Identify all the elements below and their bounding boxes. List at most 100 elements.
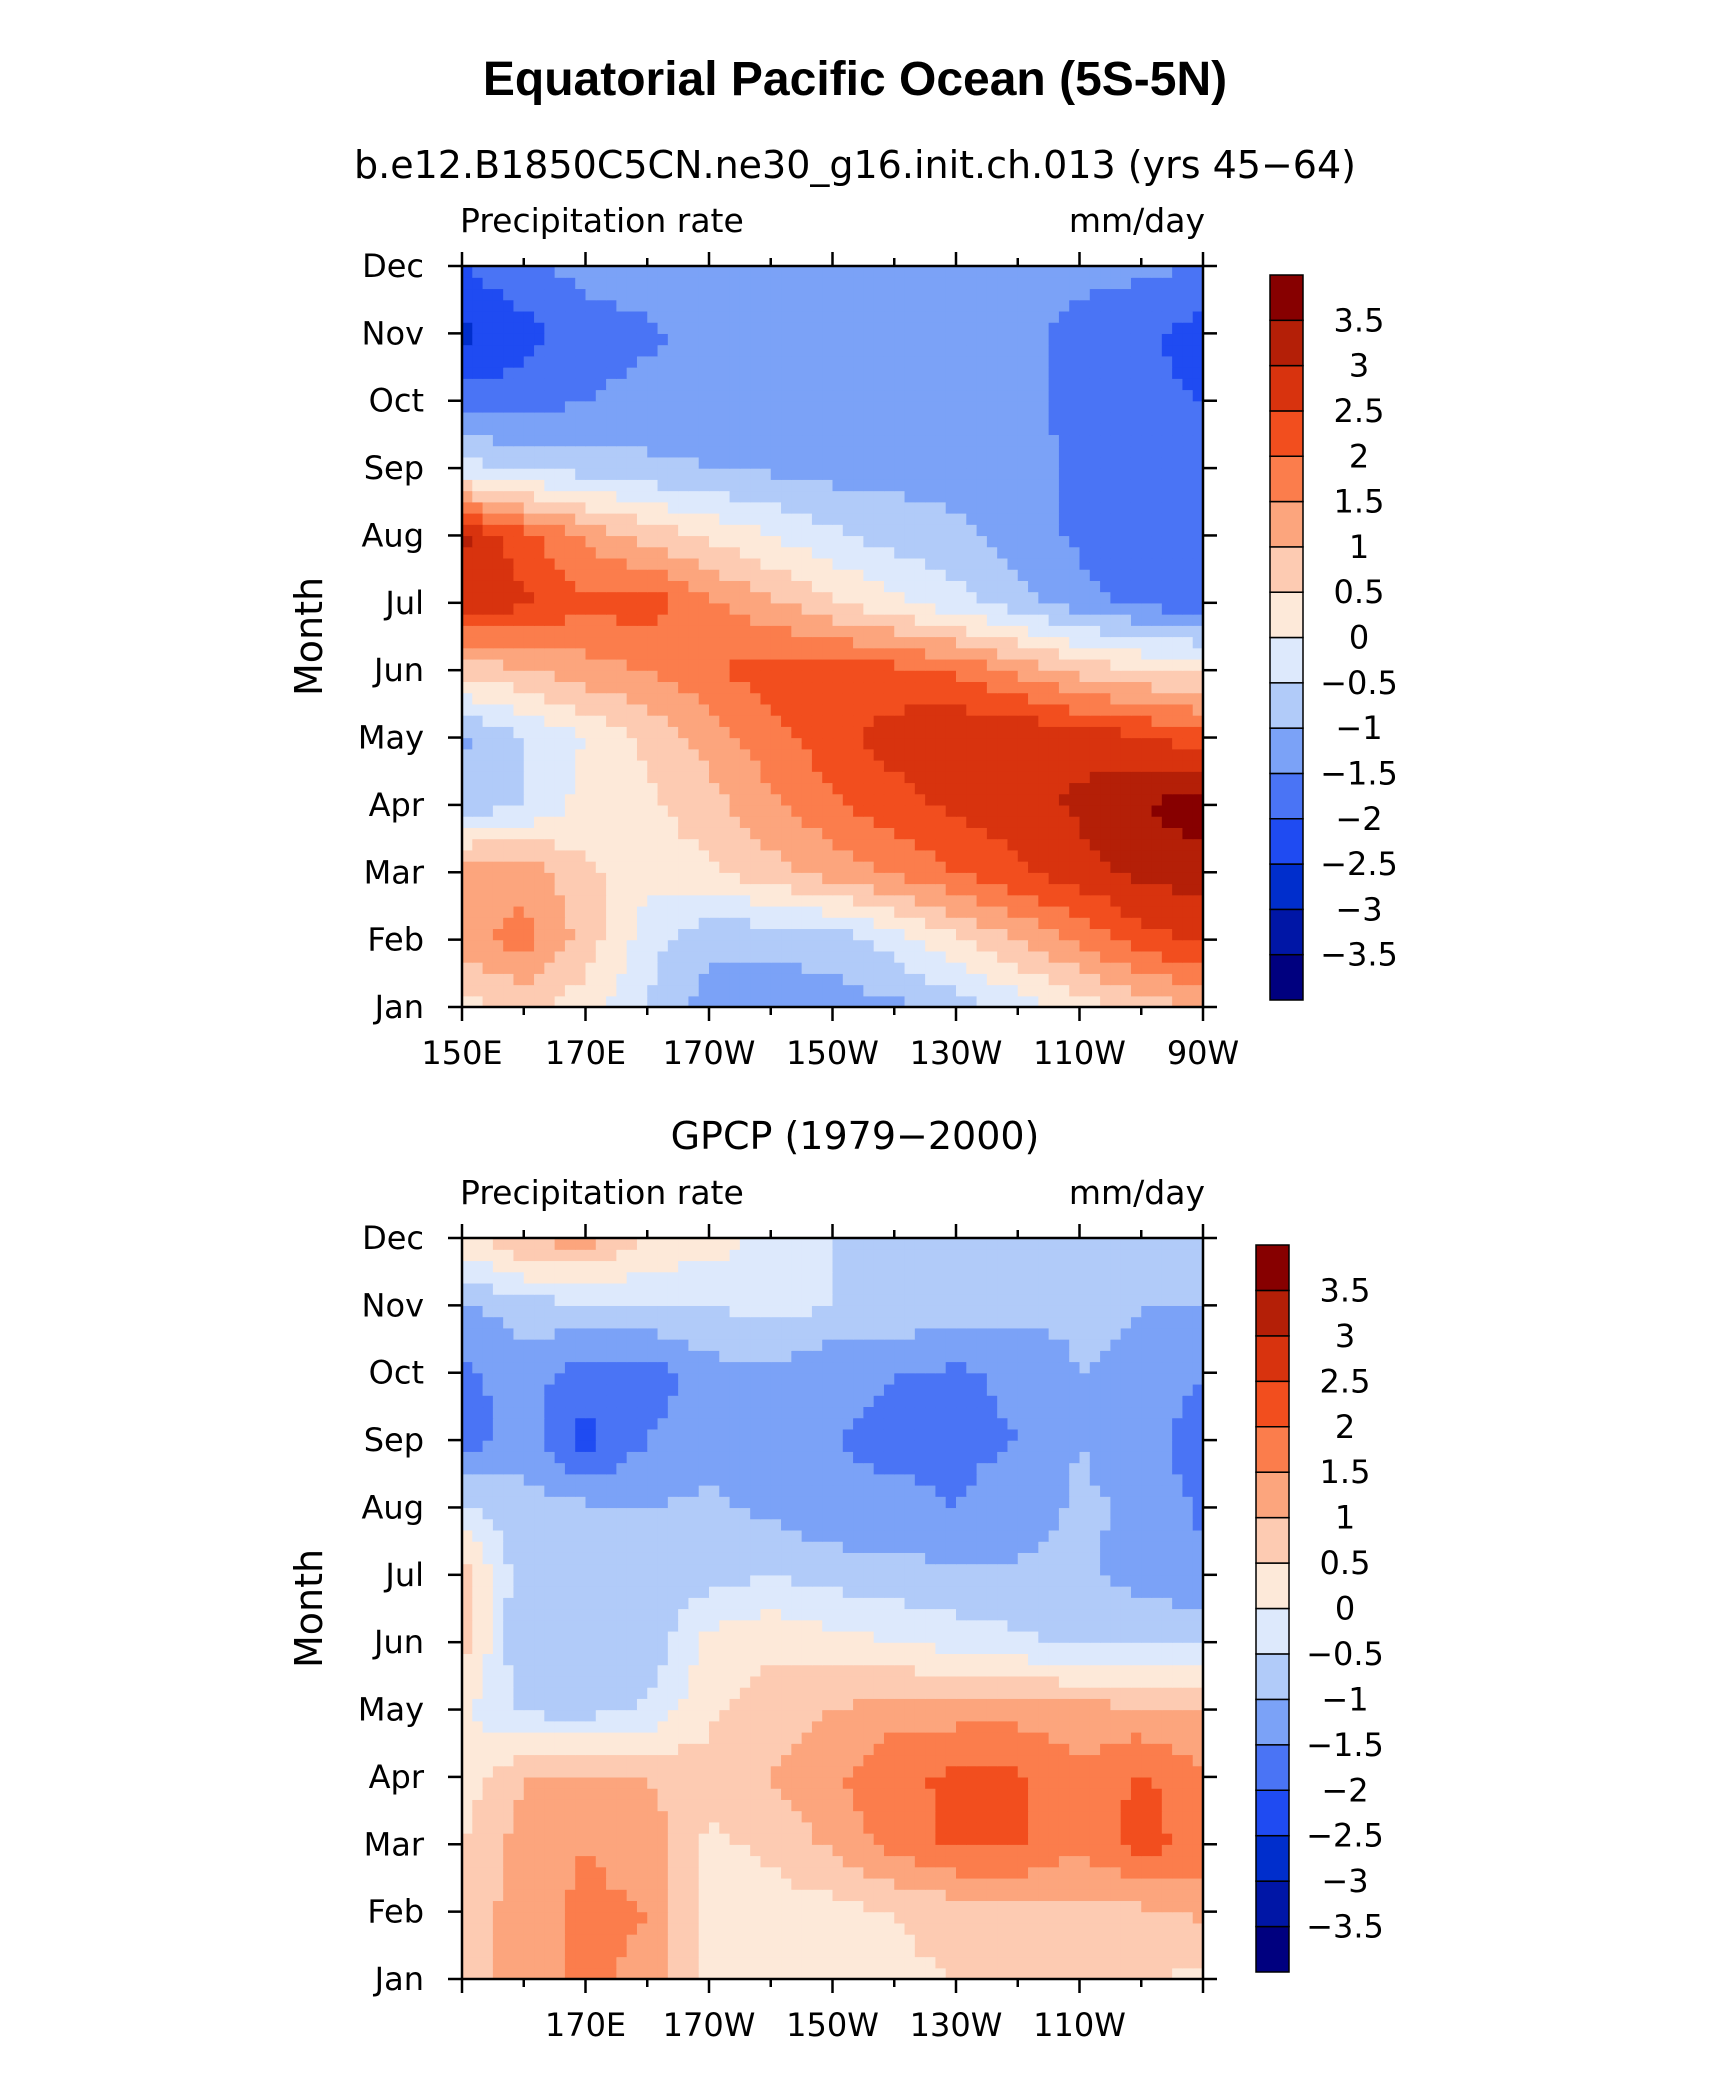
contour-cell: [863, 939, 875, 952]
contour-cell: [997, 524, 1009, 537]
contour-cell: [544, 355, 556, 368]
contour-cell: [883, 389, 895, 402]
contour-cell: [945, 400, 957, 413]
contour-cell: [894, 389, 906, 402]
contour-cell: [709, 456, 720, 469]
contour-cell: [595, 827, 607, 840]
contour-cell: [564, 367, 576, 379]
contour-cell: [513, 995, 525, 1007]
contour-cell: [914, 793, 926, 806]
contour-cell: [1079, 917, 1091, 930]
contour-cell: [606, 400, 617, 413]
contour-cell: [863, 479, 875, 492]
contour-cell: [863, 984, 875, 997]
contour-cell: [935, 1967, 947, 1979]
contour-cell: [667, 703, 679, 716]
contour-cell: [1007, 950, 1019, 963]
contour-cell: [956, 681, 967, 694]
contour-cell: [554, 670, 566, 683]
contour-cell: [739, 355, 751, 368]
contour-cell: [1100, 782, 1111, 795]
contour-cell: [956, 602, 967, 615]
contour-cell: [503, 995, 515, 1007]
contour-cell: [1172, 950, 1184, 963]
contour-cell: [1028, 838, 1039, 851]
contour-cell: [626, 715, 638, 727]
contour-cell: [719, 524, 731, 537]
contour-cell: [472, 344, 484, 357]
contour-cell: [554, 557, 566, 570]
contour-cell: [925, 962, 937, 974]
contour-cell: [472, 569, 484, 581]
contour-cell: [770, 490, 782, 503]
contour-cell: [1058, 277, 1070, 290]
contour-cell: [606, 917, 617, 930]
contour-cell: [1028, 310, 1039, 323]
contour-cell: [791, 760, 803, 772]
contour-cell: [492, 670, 504, 683]
contour-cell: [1089, 748, 1101, 761]
contour-cell: [945, 434, 957, 447]
contour-cell: [585, 726, 597, 739]
contour-cell: [472, 804, 484, 817]
contour-cell: [853, 849, 864, 862]
contour-cell: [760, 277, 772, 290]
contour-cell: [1100, 355, 1111, 368]
contour-cell: [1161, 771, 1173, 784]
contour-cell: [1151, 299, 1163, 312]
contour-cell: [1110, 782, 1122, 795]
contour-cell: [956, 378, 967, 391]
contour-cell: [863, 905, 875, 918]
contour-cell: [1069, 277, 1081, 290]
contour-cell: [894, 434, 906, 447]
contour-cell: [1151, 883, 1163, 896]
contour-cell: [462, 670, 473, 683]
contour-cell: [523, 827, 535, 840]
contour-cell: [636, 602, 648, 615]
contour-cell: [1192, 602, 1203, 615]
contour-cell: [914, 445, 926, 458]
contour-cell: [894, 782, 906, 795]
contour-cell: [1141, 299, 1153, 312]
contour-cell: [667, 490, 679, 503]
contour-cell: [1028, 378, 1039, 391]
contour-cell: [822, 883, 834, 896]
contour-cell: [801, 917, 813, 930]
contour-cell: [1172, 277, 1184, 290]
contour-cell: [966, 322, 978, 334]
contour-cell: [976, 737, 988, 750]
contour-cell: [1028, 389, 1039, 402]
contour-cell: [1141, 367, 1153, 379]
contour-cell: [1017, 782, 1029, 795]
contour-cell: [1100, 715, 1111, 727]
contour-cell: [801, 883, 813, 896]
contour-cell: [1007, 434, 1019, 447]
contour-cell: [472, 939, 484, 952]
contour-cell: [698, 490, 710, 503]
contour-cell: [719, 614, 731, 626]
contour-cell: [719, 546, 731, 559]
contour-cell: [534, 984, 545, 997]
contour-cell: [760, 468, 772, 480]
contour-cell: [1100, 647, 1111, 660]
contour-cell: [811, 602, 823, 615]
contour-cell: [1089, 658, 1101, 671]
contour-cell: [657, 883, 669, 896]
contour-cell: [636, 737, 648, 750]
contour-cell: [492, 423, 504, 436]
contour-cell: [554, 894, 566, 907]
contour-cell: [956, 827, 967, 840]
contour-cell: [1038, 411, 1050, 424]
contour-cell: [976, 973, 988, 986]
contour-cell: [842, 973, 854, 986]
contour-cell: [534, 760, 545, 772]
contour-cell: [616, 726, 628, 739]
contour-cell: [647, 849, 659, 862]
contour-cell: [822, 917, 834, 930]
contour-cell: [945, 266, 957, 278]
contour-cell: [657, 816, 669, 828]
contour-cell: [1058, 748, 1070, 761]
contour-cell: [842, 984, 854, 997]
contour-cell: [1182, 310, 1194, 323]
contour-cell: [956, 445, 967, 458]
